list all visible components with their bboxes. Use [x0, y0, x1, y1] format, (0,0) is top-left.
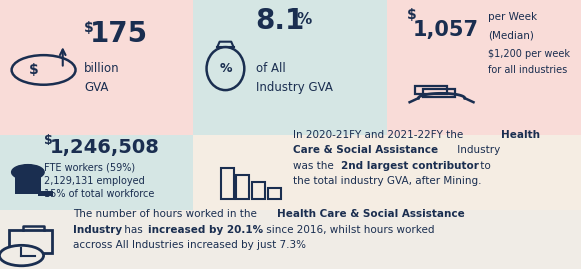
Text: GVA: GVA: [84, 81, 109, 94]
Text: 2nd largest contributor: 2nd largest contributor: [341, 161, 479, 171]
Text: 1,246,508: 1,246,508: [49, 138, 159, 157]
Text: of All: of All: [256, 62, 285, 75]
Text: per Week: per Week: [488, 12, 537, 22]
Text: $1,200 per week: $1,200 per week: [488, 49, 570, 59]
Text: increased by 20.1%: increased by 20.1%: [148, 225, 263, 235]
Text: $: $: [29, 63, 39, 77]
Text: 15% of total workforce: 15% of total workforce: [44, 189, 154, 199]
Text: FTE workers (59%): FTE workers (59%): [44, 162, 135, 172]
Text: $: $: [44, 134, 52, 147]
FancyBboxPatch shape: [0, 134, 193, 210]
Text: Industry GVA: Industry GVA: [256, 81, 332, 94]
Text: 2,129,131 employed: 2,129,131 employed: [44, 176, 144, 186]
Text: since 2016, whilst hours worked: since 2016, whilst hours worked: [263, 225, 434, 235]
Text: to: to: [477, 161, 491, 171]
FancyBboxPatch shape: [38, 191, 53, 196]
FancyBboxPatch shape: [0, 210, 581, 269]
FancyBboxPatch shape: [193, 134, 581, 210]
Circle shape: [12, 165, 44, 180]
FancyBboxPatch shape: [193, 0, 387, 134]
Text: Care & Social Assistance: Care & Social Assistance: [293, 146, 439, 155]
Text: (Median): (Median): [488, 30, 534, 40]
FancyBboxPatch shape: [15, 175, 41, 194]
Text: accross All Industries increased by just 7.3%: accross All Industries increased by just…: [73, 240, 306, 250]
Text: %: %: [296, 12, 311, 27]
FancyBboxPatch shape: [0, 0, 193, 134]
Text: 8.1: 8.1: [256, 7, 305, 35]
Text: %: %: [219, 62, 232, 75]
Text: the total industry GVA, after Mining.: the total industry GVA, after Mining.: [293, 176, 482, 186]
Text: for all industries: for all industries: [488, 65, 567, 75]
Text: $: $: [84, 21, 94, 35]
Text: Industry: Industry: [73, 225, 122, 235]
Text: Industry: Industry: [454, 146, 501, 155]
Circle shape: [0, 245, 44, 266]
Text: has: has: [121, 225, 146, 235]
Text: 1,057: 1,057: [413, 20, 479, 40]
FancyBboxPatch shape: [387, 0, 581, 134]
Text: $: $: [407, 8, 417, 22]
Text: In 2020-21FY and 2021-22FY the: In 2020-21FY and 2021-22FY the: [293, 130, 467, 140]
Text: The number of hours worked in the: The number of hours worked in the: [73, 209, 260, 219]
Text: was the: was the: [293, 161, 338, 171]
Text: billion: billion: [84, 62, 120, 75]
Text: Health: Health: [501, 130, 540, 140]
Text: 175: 175: [90, 20, 148, 48]
Text: Health Care & Social Assistance: Health Care & Social Assistance: [277, 209, 465, 219]
